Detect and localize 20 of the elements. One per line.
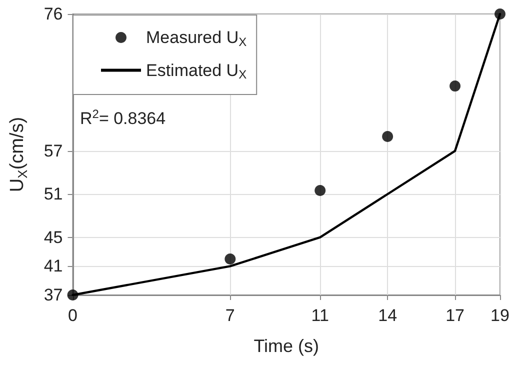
- x-tick-label: 19: [490, 306, 510, 325]
- x-tick-label: 0: [68, 306, 78, 325]
- x-tick-label: 11: [311, 306, 329, 325]
- point: [314, 185, 326, 196]
- x-axis-title: Time (s): [254, 336, 320, 356]
- point: [67, 290, 78, 300]
- x-tick-label: 7: [225, 306, 235, 325]
- y-tick-label: 57: [44, 141, 63, 160]
- point: [224, 253, 236, 264]
- point: [494, 8, 506, 20]
- point: [382, 130, 394, 142]
- point: [450, 80, 461, 92]
- y-axis-title: UX(cm/s): [7, 116, 30, 192]
- x-tick-label: 17: [446, 306, 464, 325]
- y-tick-label: 76: [44, 4, 63, 24]
- y-tick-label: 41: [44, 256, 63, 276]
- y-tick-label: 37: [44, 286, 63, 304]
- x-tick-label: 14: [378, 306, 398, 325]
- y-tick-label: 51: [44, 184, 63, 204]
- y-tick-label: 45: [44, 228, 63, 247]
